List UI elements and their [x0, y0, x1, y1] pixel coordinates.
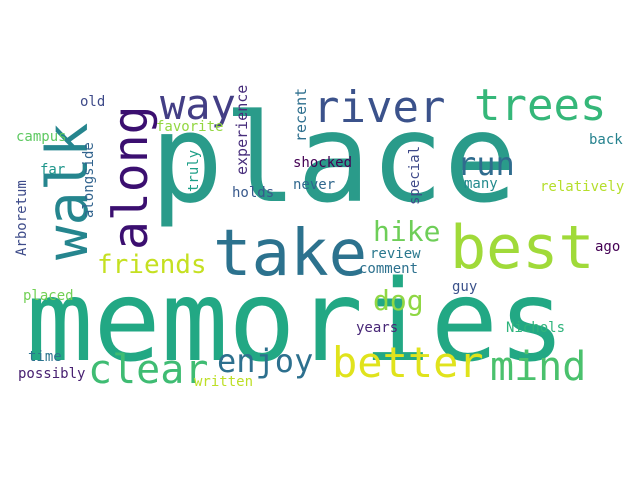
word-old: old [80, 94, 106, 110]
word-written: written [194, 374, 254, 390]
word-truly: truly [186, 149, 202, 192]
word-enjoy: enjoy [217, 342, 314, 380]
word-alongside: alongside [81, 142, 97, 218]
word-relatively: relatively [540, 179, 625, 195]
word-ago: ago [595, 239, 621, 255]
word-guy: guy [452, 279, 478, 295]
word-friends: friends [97, 250, 207, 280]
word-never: never [293, 177, 336, 193]
word-trees: trees [474, 80, 607, 131]
word-favorite: favorite [156, 119, 224, 135]
word-along: along [103, 105, 159, 251]
word-review: review [370, 246, 421, 262]
word-river: river [313, 82, 446, 133]
word-best: best [450, 213, 595, 283]
word-campus: campus [16, 129, 67, 145]
word-years: years [356, 320, 399, 336]
word-dog: dog [373, 284, 424, 317]
word-place: place [150, 88, 518, 230]
word-comment: comment [359, 261, 419, 277]
word-better: better [332, 338, 484, 387]
word-far: far [40, 162, 66, 178]
word-arboretum: Arboretum [14, 180, 30, 256]
word-shocked: shocked [293, 155, 353, 171]
word-run: run [457, 145, 515, 183]
word-nichols: Nichols [506, 320, 566, 336]
word-take: take [213, 217, 368, 291]
word-clear: clear [88, 347, 209, 393]
word-holds: holds [232, 185, 275, 201]
word-way: way [160, 80, 236, 129]
word-experience: experience [233, 84, 251, 175]
word-memories: memories [26, 257, 566, 387]
word-possibly: possibly [18, 366, 86, 382]
word-many: many [464, 176, 498, 192]
word-mind: mind [490, 344, 587, 390]
word-back: back [589, 132, 623, 148]
word-placed: placed [23, 288, 74, 304]
word-special: special [407, 145, 423, 205]
word-hike: hike [373, 215, 441, 248]
word-recent: recent [292, 87, 310, 142]
word-time: time [28, 349, 62, 365]
